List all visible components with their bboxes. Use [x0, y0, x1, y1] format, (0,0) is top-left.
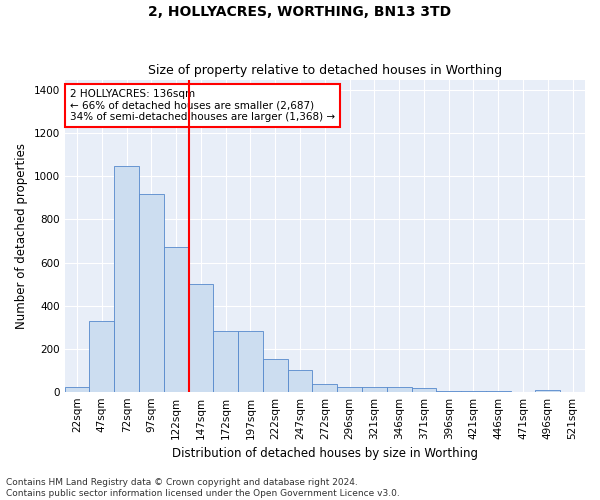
Bar — [188, 284, 214, 392]
Bar — [313, 384, 337, 392]
Bar — [535, 390, 560, 392]
Bar — [461, 390, 486, 392]
Text: Contains HM Land Registry data © Crown copyright and database right 2024.
Contai: Contains HM Land Registry data © Crown c… — [6, 478, 400, 498]
Title: Size of property relative to detached houses in Worthing: Size of property relative to detached ho… — [148, 64, 502, 77]
Bar — [337, 388, 362, 392]
Bar — [114, 166, 139, 392]
Bar — [238, 332, 263, 392]
Text: 2, HOLLYACRES, WORTHING, BN13 3TD: 2, HOLLYACRES, WORTHING, BN13 3TD — [148, 5, 452, 19]
Bar — [164, 248, 188, 392]
Bar — [139, 194, 164, 392]
Bar — [89, 320, 114, 392]
Bar — [287, 370, 313, 392]
Bar — [362, 388, 387, 392]
Bar — [263, 360, 287, 392]
Text: 2 HOLLYACRES: 136sqm
← 66% of detached houses are smaller (2,687)
34% of semi-de: 2 HOLLYACRES: 136sqm ← 66% of detached h… — [70, 89, 335, 122]
Bar — [486, 390, 511, 392]
Bar — [387, 388, 412, 392]
Bar — [436, 390, 461, 392]
X-axis label: Distribution of detached houses by size in Worthing: Distribution of detached houses by size … — [172, 447, 478, 460]
Bar — [214, 332, 238, 392]
Bar — [65, 388, 89, 392]
Y-axis label: Number of detached properties: Number of detached properties — [15, 142, 28, 328]
Bar — [412, 388, 436, 392]
